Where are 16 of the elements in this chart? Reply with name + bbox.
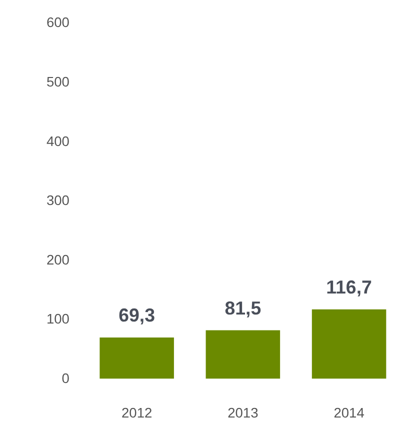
bar: [206, 330, 280, 379]
y-tick-label: 0: [62, 371, 70, 386]
y-tick-label: 600: [46, 15, 70, 30]
x-tick-label: 2012: [121, 406, 152, 420]
data-label: 69,3: [118, 304, 156, 326]
bar: [100, 337, 174, 379]
x-tick-label: 2013: [228, 406, 259, 420]
y-tick-label: 500: [46, 74, 70, 90]
y-tick-label: 400: [46, 134, 70, 149]
data-label: 116,7: [326, 276, 372, 298]
bar: [312, 309, 386, 379]
y-tick-label: 300: [46, 193, 70, 208]
data-label: 81,5: [224, 297, 262, 318]
y-tick-label: 200: [46, 252, 70, 268]
y-tick-label: 100: [46, 312, 70, 327]
x-tick-label: 2014: [334, 406, 365, 420]
